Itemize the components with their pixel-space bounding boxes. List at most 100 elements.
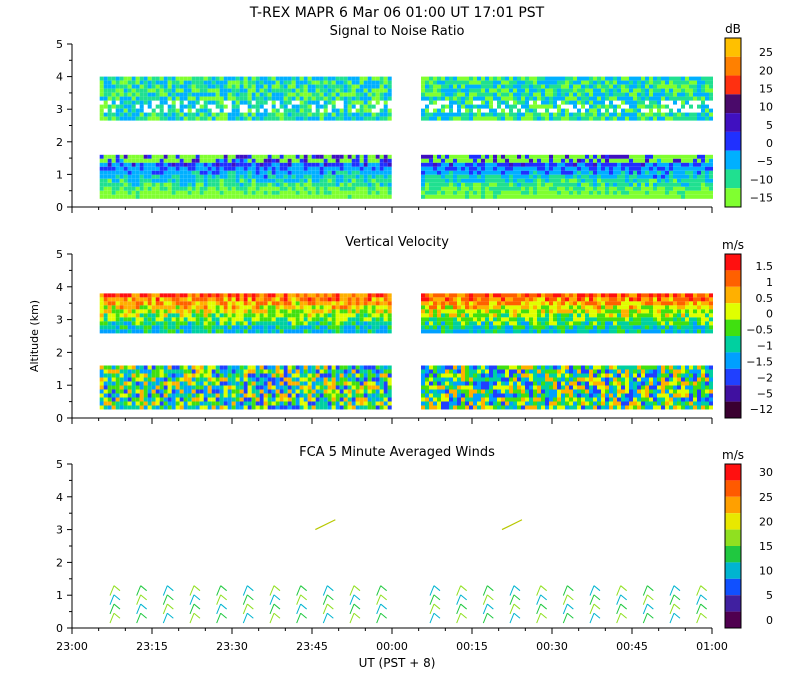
- heat-cell: [433, 194, 437, 199]
- heat-cell: [267, 174, 272, 179]
- heat-cell: [195, 381, 200, 386]
- heat-cell: [319, 405, 324, 410]
- heat-cell: [657, 182, 661, 187]
- heat-cell: [605, 190, 609, 195]
- heat-cell: [701, 385, 705, 390]
- heat-cell: [437, 381, 441, 386]
- heat-cell: [239, 84, 244, 89]
- heat-cell: [339, 88, 344, 93]
- heat-cell: [303, 182, 308, 187]
- heat-cell: [147, 96, 152, 101]
- heat-cell: [677, 170, 681, 175]
- heat-cell: [541, 154, 545, 159]
- heat-cell: [421, 166, 425, 171]
- heat-cell: [701, 84, 705, 89]
- heat-cell: [553, 158, 557, 163]
- heat-cell: [211, 401, 216, 406]
- heat-cell: [283, 104, 288, 109]
- heat-cell: [103, 76, 108, 81]
- heat-cell: [135, 112, 140, 117]
- heat-cell: [119, 174, 124, 179]
- heat-cell: [219, 76, 224, 81]
- heat-cell: [315, 389, 320, 394]
- heat-cell: [485, 401, 489, 406]
- heat-cell: [135, 405, 140, 410]
- heat-cell: [371, 104, 376, 109]
- heat-cell: [629, 381, 633, 386]
- heat-cell: [127, 301, 132, 306]
- heat-cell: [271, 80, 276, 85]
- heat-cell: [533, 369, 537, 374]
- heat-cell: [681, 365, 685, 370]
- heat-cell: [573, 194, 577, 199]
- heat-cell: [379, 162, 384, 167]
- heat-cell: [167, 178, 172, 183]
- heat-cell: [465, 190, 469, 195]
- heat-cell: [123, 92, 128, 97]
- heat-cell: [251, 166, 256, 171]
- heat-cell: [649, 369, 653, 374]
- heat-cell: [131, 377, 136, 382]
- heat-cell: [151, 397, 156, 402]
- heat-cell: [501, 100, 505, 105]
- heat-cell: [207, 108, 212, 113]
- heat-cell: [457, 174, 461, 179]
- heat-cell: [343, 186, 348, 191]
- heat-cell: [701, 397, 705, 402]
- heat-cell: [287, 100, 292, 105]
- heat-cell: [259, 405, 264, 410]
- heat-cell: [307, 365, 312, 370]
- heat-cell: [421, 389, 425, 394]
- heat-cell: [351, 194, 356, 199]
- heat-cell: [653, 397, 657, 402]
- heat-cell: [367, 194, 372, 199]
- heat-cell: [339, 182, 344, 187]
- heat-cell: [465, 393, 469, 398]
- heat-cell: [569, 154, 573, 159]
- heat-cell: [621, 405, 625, 410]
- heat-cell: [211, 178, 216, 183]
- heat-cell: [509, 405, 513, 410]
- heat-cell: [235, 186, 240, 191]
- heat-cell: [103, 154, 108, 159]
- data-field: [99, 293, 713, 410]
- heat-cell: [127, 96, 132, 101]
- heat-cell: [279, 154, 284, 159]
- heat-cell: [291, 365, 296, 370]
- heat-cell: [489, 76, 493, 81]
- heat-cell: [163, 112, 168, 117]
- heat-cell: [677, 96, 681, 101]
- heat-cell: [589, 178, 593, 183]
- heat-cell: [215, 178, 220, 183]
- heat-cell: [195, 186, 200, 191]
- heat-cell: [541, 381, 545, 386]
- y-tick-label: 4: [56, 71, 63, 84]
- heat-cell: [283, 397, 288, 402]
- heat-cell: [453, 186, 457, 191]
- heat-cell: [311, 385, 316, 390]
- heat-cell: [163, 313, 168, 318]
- heat-cell: [557, 190, 561, 195]
- heat-cell: [709, 88, 713, 93]
- heat-cell: [115, 88, 120, 93]
- heat-cell: [597, 112, 601, 117]
- heat-cell: [517, 182, 521, 187]
- heat-cell: [135, 108, 140, 113]
- heat-cell: [203, 158, 208, 163]
- heat-cell: [179, 369, 184, 374]
- heat-cell: [299, 365, 304, 370]
- heat-cell: [327, 182, 332, 187]
- heat-cell: [335, 88, 340, 93]
- heat-cell: [383, 186, 388, 191]
- heat-cell: [465, 381, 469, 386]
- heat-cell: [195, 301, 200, 306]
- heat-cell: [211, 170, 216, 175]
- heat-cell: [425, 96, 429, 101]
- heat-cell: [493, 108, 497, 113]
- heat-cell: [545, 178, 549, 183]
- heat-cell: [477, 389, 481, 394]
- heat-cell: [709, 377, 713, 382]
- heat-cell: [645, 84, 649, 89]
- heat-cell: [143, 401, 148, 406]
- heat-cell: [351, 405, 356, 410]
